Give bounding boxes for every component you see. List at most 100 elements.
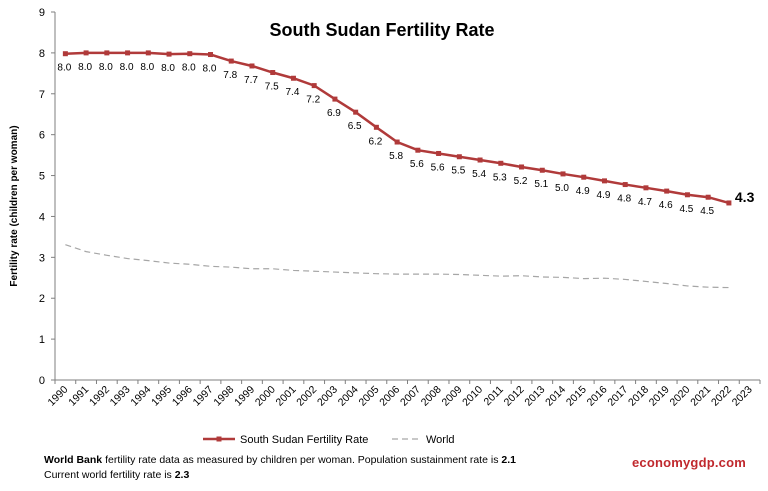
data-label: 7.5	[265, 82, 279, 93]
x-tick-label: 1997	[191, 384, 216, 409]
y-tick-label: 0	[39, 375, 45, 387]
footer-sustainment-value: 2.1	[501, 454, 516, 466]
x-tick-label: 2010	[460, 384, 485, 409]
series-line-south-sudan	[65, 51, 730, 205]
data-point-south-sudan	[353, 109, 359, 115]
data-point-south-sudan	[62, 51, 68, 57]
x-tick-label: 2007	[398, 384, 423, 409]
x-tick-label: 2004	[336, 384, 361, 409]
x-tick-label: 2018	[626, 384, 651, 409]
footer-world-note: Current world fertility rate is 2.3	[44, 469, 189, 481]
data-label: 7.8	[223, 70, 237, 81]
x-tick-label: 2015	[564, 384, 589, 409]
data-point-south-sudan	[187, 51, 193, 57]
legend-marker-south-sudan	[216, 436, 222, 442]
data-point-south-sudan	[104, 50, 110, 56]
x-tick-label: 1993	[108, 384, 133, 409]
x-tick-label: 1995	[149, 384, 174, 409]
x-tick-label: 1998	[211, 384, 236, 409]
x-tick-label: 2022	[709, 384, 734, 409]
data-label: 5.6	[410, 159, 424, 170]
y-axis-label: Fertility rate (children per woman)	[9, 125, 20, 286]
footer-world-text: Current world fertility rate is	[44, 469, 175, 481]
x-tick-label: 1996	[170, 384, 195, 409]
x-tick-label: 2012	[502, 384, 527, 409]
x-tick-label: 1994	[128, 384, 153, 409]
x-tick-label: 2014	[543, 384, 568, 409]
x-tick-label: 2013	[522, 384, 547, 409]
data-label: 5.1	[534, 179, 548, 190]
x-tick-label: 2023	[730, 384, 755, 409]
data-point-south-sudan	[394, 139, 400, 145]
x-tick-label: 2017	[605, 384, 630, 409]
data-point-south-sudan	[249, 63, 255, 69]
data-point-south-sudan	[415, 147, 421, 153]
x-tick-label: 2003	[315, 384, 340, 409]
data-label: 7.2	[306, 95, 320, 106]
data-label: 4.9	[597, 190, 611, 201]
data-label: 6.9	[327, 108, 341, 119]
x-tick-label: 2019	[647, 384, 672, 409]
x-tick-label: 2020	[668, 384, 693, 409]
data-label: 6.5	[348, 121, 362, 132]
data-label: 5.3	[493, 172, 507, 183]
x-tick-label: 1992	[87, 384, 112, 409]
data-point-south-sudan	[311, 83, 317, 89]
legend-label-south-sudan: South Sudan Fertility Rate	[240, 434, 368, 446]
data-label: 4.6	[659, 200, 673, 211]
y-tick-label: 2	[39, 293, 45, 305]
data-label: 4.9	[576, 186, 590, 197]
data-label: 5.0	[555, 183, 569, 194]
series-line-world	[65, 244, 729, 289]
data-point-south-sudan	[581, 174, 587, 180]
data-label: 8.0	[120, 62, 134, 73]
data-point-south-sudan	[643, 185, 649, 191]
chart-title: South Sudan Fertility Rate	[269, 20, 494, 40]
data-point-south-sudan	[519, 164, 525, 170]
data-point-south-sudan	[498, 160, 504, 166]
data-point-south-sudan	[145, 50, 151, 56]
x-axis-ticks: 1990199119921993199419951996199719981999…	[45, 380, 761, 409]
footer-source-note: World Bank fertility rate data as measur…	[44, 454, 516, 466]
y-tick-label: 4	[39, 211, 45, 223]
data-point-south-sudan	[601, 178, 607, 184]
x-tick-label: 1999	[232, 384, 257, 409]
data-point-south-sudan	[436, 150, 442, 156]
data-label: 8.0	[203, 64, 217, 75]
data-label: 8.0	[78, 62, 92, 73]
data-point-south-sudan	[208, 52, 214, 58]
data-label: 4.5	[700, 206, 714, 217]
data-label: 6.2	[368, 136, 382, 147]
brand-logo-text: economygdp.com	[631, 455, 746, 470]
data-label: 5.8	[389, 151, 403, 162]
y-tick-label: 1	[39, 334, 45, 346]
data-label: 4.5	[679, 204, 693, 215]
legend-label-world: World	[426, 434, 455, 446]
y-tick-label: 7	[39, 89, 45, 101]
data-label: 5.2	[514, 176, 528, 187]
x-tick-label: 2001	[274, 384, 299, 409]
x-tick-label: 2021	[688, 384, 713, 409]
data-label: 8.0	[140, 62, 154, 73]
data-label: 4.7	[638, 197, 652, 208]
x-tick-label: 2008	[419, 384, 444, 409]
y-tick-label: 9	[39, 7, 45, 19]
x-tick-label: 2011	[481, 384, 506, 409]
data-label: 5.5	[451, 166, 465, 177]
data-label: 8.0	[57, 63, 71, 74]
data-label: 5.4	[472, 169, 486, 180]
data-point-south-sudan	[477, 157, 483, 163]
legend: South Sudan Fertility Rate World	[203, 434, 455, 446]
x-tick-label: 2002	[294, 384, 319, 409]
y-tick-label: 8	[39, 48, 45, 60]
data-point-south-sudan	[83, 50, 89, 56]
data-label: 7.7	[244, 75, 258, 86]
data-point-south-sudan	[622, 182, 628, 188]
y-tick-label: 3	[39, 252, 45, 264]
x-tick-label: 2005	[357, 384, 382, 409]
data-point-south-sudan	[166, 51, 172, 57]
data-point-south-sudan	[705, 194, 711, 200]
x-tick-label: 2006	[377, 384, 402, 409]
x-tick-label: 2000	[253, 384, 278, 409]
